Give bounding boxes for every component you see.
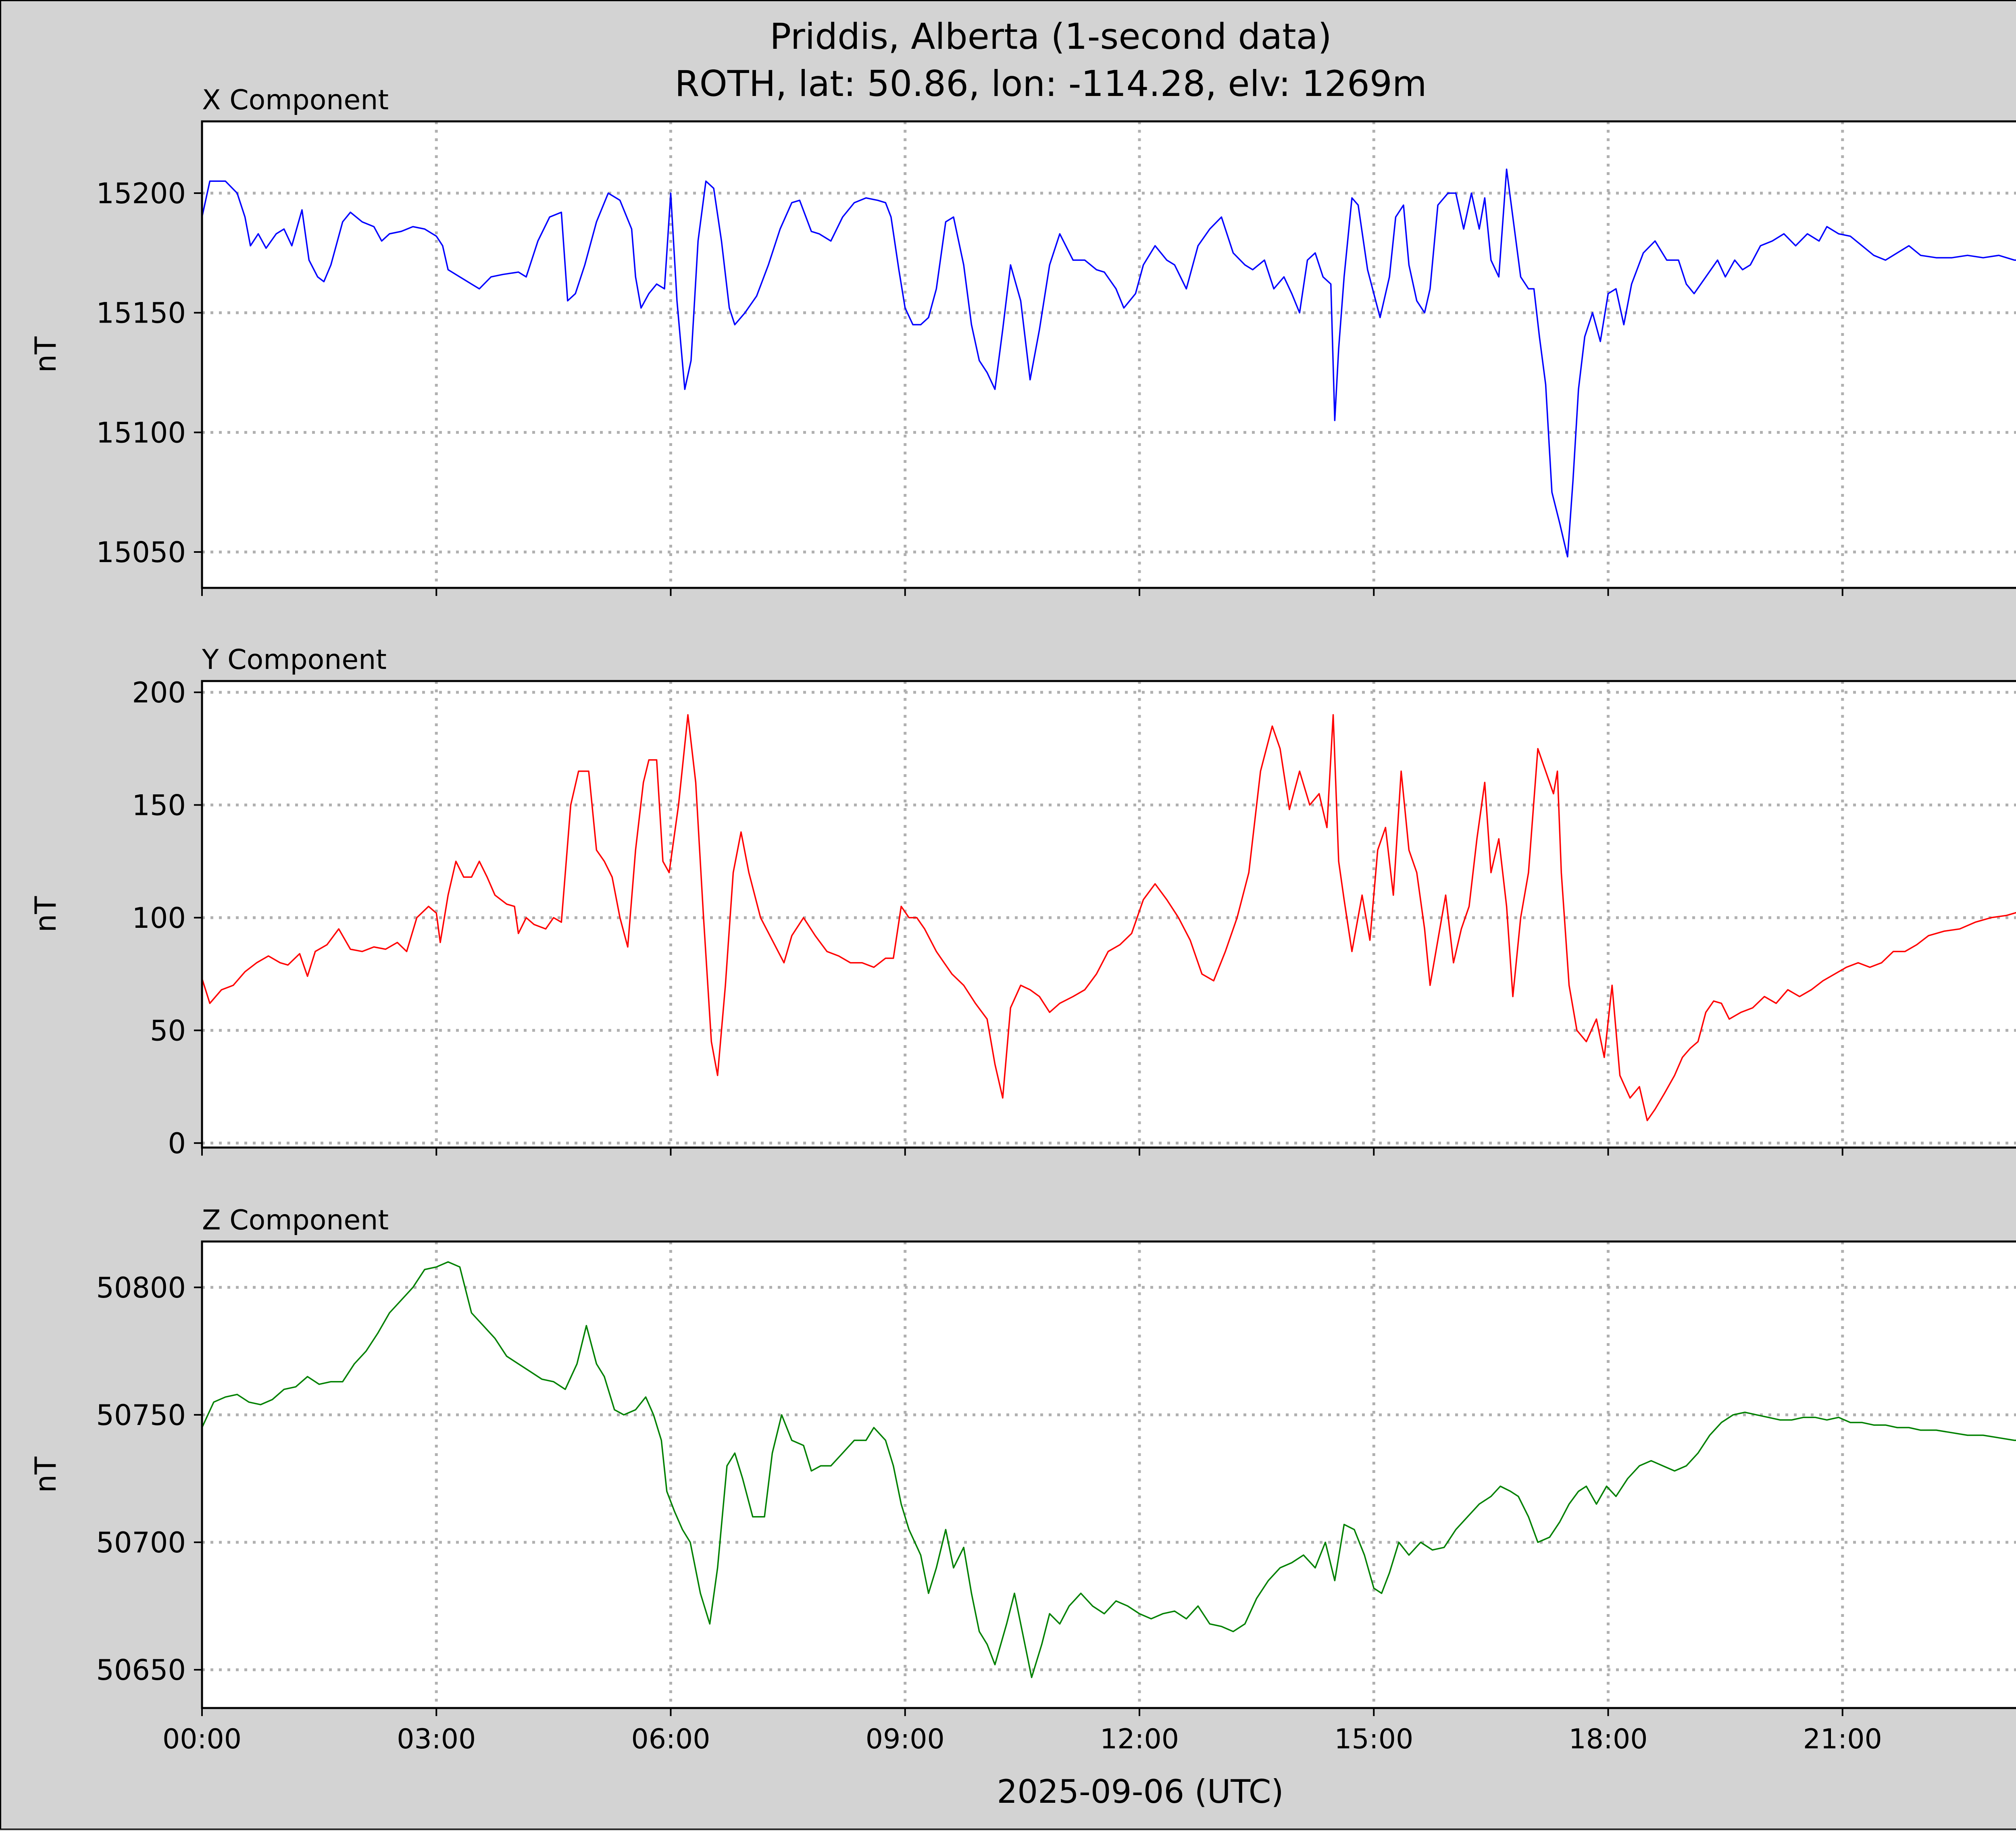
y-component-y-axis-label: nT [29,896,62,933]
y-component-series-line [201,714,2016,1121]
x-axis-label: 2025-09-06 (UTC) [997,1773,1283,1810]
x-component-series-line [201,168,2016,558]
y-component-title: Y Component [202,644,387,676]
z-component-frame [201,1240,2016,1709]
x-tick-label: 15:00 [1334,1723,1413,1755]
x-component-title: X Component [202,84,389,116]
z-component-y-tick-label: 50800 [96,1271,186,1304]
x-tick-label: 12:00 [1100,1723,1179,1755]
y-component-y-tick-label: 150 [132,789,186,822]
y-component-y-tick-label: 200 [132,676,186,709]
y-component-frame [201,680,2016,1149]
x-component-y-tick-label: 15150 [96,297,186,330]
y-component-y-tick-label: 100 [132,902,186,935]
x-tick-label: 09:00 [866,1723,945,1755]
x-tick-label: 18:00 [1569,1723,1648,1755]
z-component-y-axis-label: nT [29,1456,62,1493]
x-component-y-tick-label: 15050 [96,536,186,569]
x-component-y-axis-label: nT [29,336,62,373]
figure-title-line2: ROTH, lat: 50.86, lon: -114.28, elv: 126… [675,63,1427,104]
panels-group: 15050 15100 15150 15200 X Component nT 0 50 100 1… [29,84,2016,1755]
z-component-title: Z Component [202,1204,389,1236]
z-component-y-tick-label: 50650 [96,1654,186,1687]
z-component-y-tick-label: 50700 [96,1526,186,1559]
x-component-y-tick-label: 15200 [96,177,186,210]
x-component-y-tick-label: 15100 [96,416,186,449]
x-tick-label: 21:00 [1803,1723,1882,1755]
figure-title-line1: Priddis, Alberta (1-second data) [770,16,1332,57]
y-component-y-tick-label: 0 [168,1127,186,1160]
z-component-series-line [201,1261,2016,1678]
y-component-plot-area [202,681,2016,1148]
z-component-plot-area [202,1241,2016,1708]
x-component-plot-area [202,121,2016,588]
z-component-y-tick-label: 50750 [96,1399,186,1432]
x-tick-label: 03:00 [397,1723,476,1755]
x-tick-label: 06:00 [631,1723,710,1755]
x-tick-label: 00:00 [162,1723,242,1755]
y-component-y-tick-label: 50 [150,1014,186,1047]
x-component-frame [201,120,2016,589]
